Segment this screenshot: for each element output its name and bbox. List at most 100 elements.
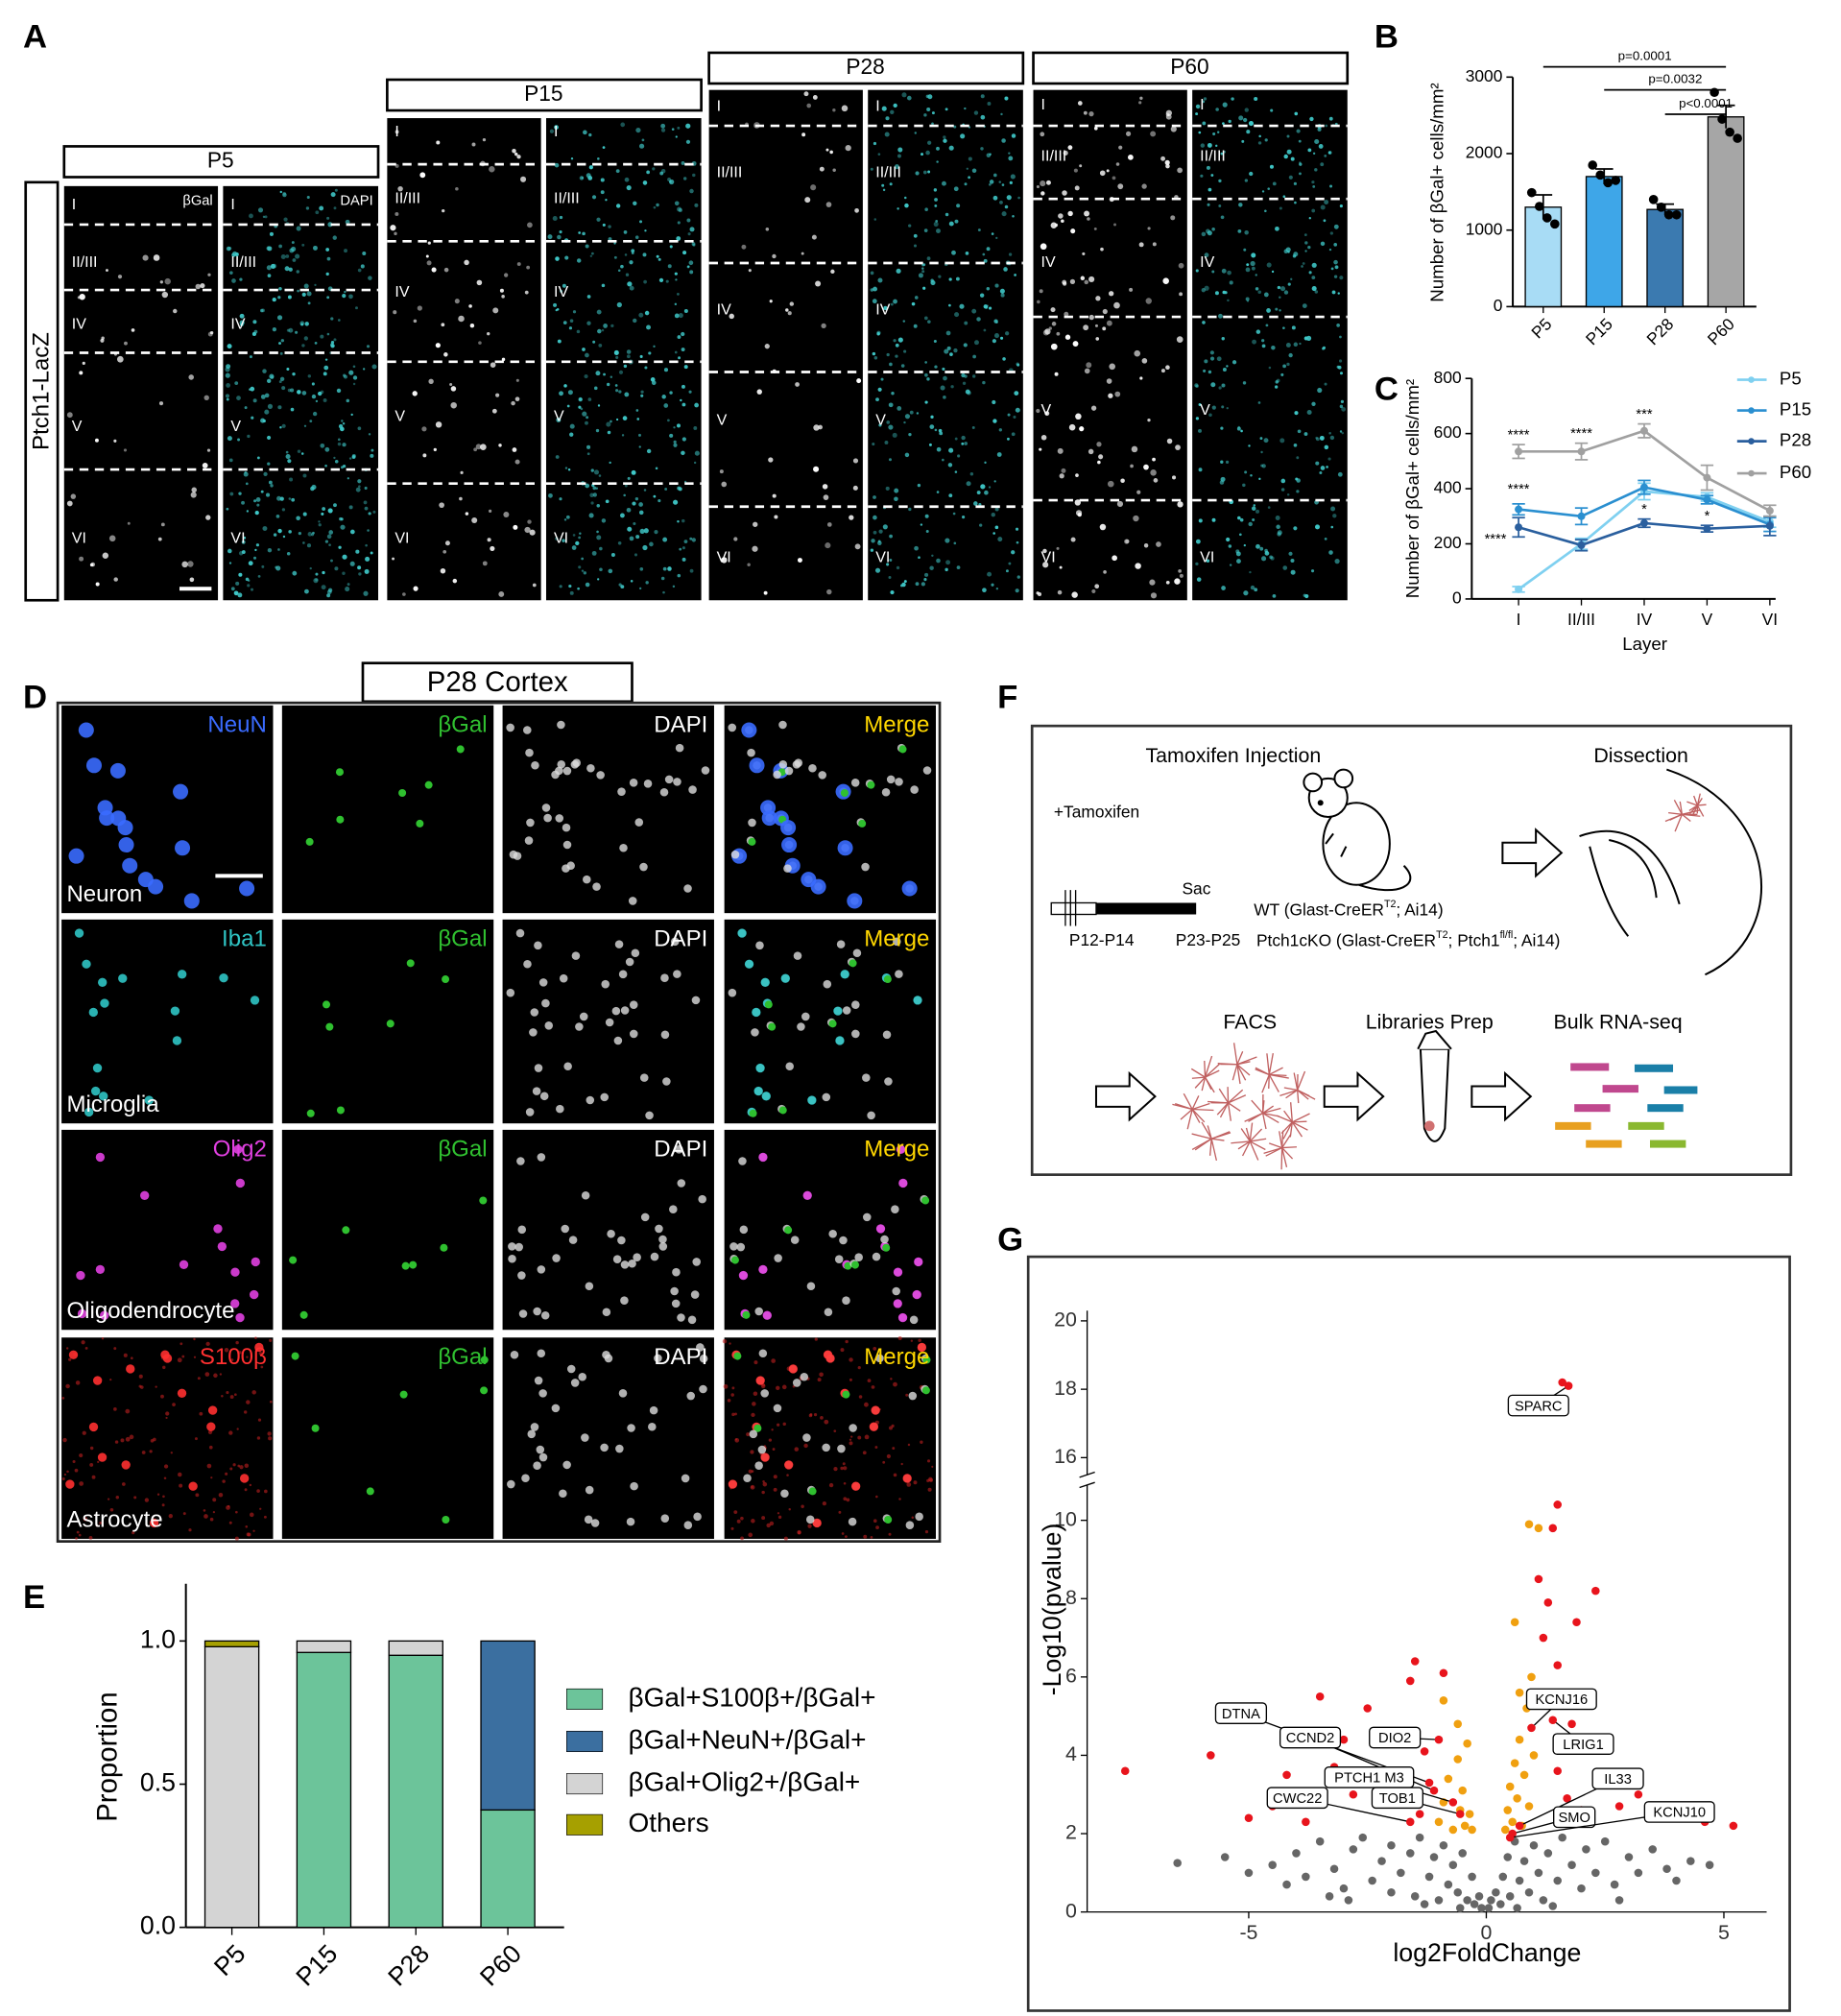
cell-process (1266, 1053, 1270, 1075)
cell-dot (1207, 370, 1212, 374)
cell-dot (560, 289, 563, 293)
cell-dot (980, 94, 985, 99)
cell-dot (602, 146, 606, 150)
speckle (109, 1507, 114, 1512)
cell-dot (1324, 155, 1327, 157)
cell-dot (1125, 539, 1130, 544)
cell-dot (433, 447, 437, 452)
data-point (1470, 1900, 1479, 1908)
cell-dot (566, 404, 570, 408)
cell-dot (1147, 227, 1151, 230)
cell-dot (964, 321, 968, 325)
cell-dot (342, 571, 346, 575)
cell-dot (116, 355, 124, 363)
cell-dot (623, 230, 628, 234)
data-point (1434, 1817, 1444, 1827)
cell-dot (1198, 428, 1202, 433)
nucleus (521, 1474, 530, 1482)
cell-dot (1086, 362, 1092, 369)
cell-dot (1152, 457, 1156, 462)
cell-dot (631, 252, 634, 255)
nucleus (628, 897, 637, 905)
speckle (218, 1492, 224, 1498)
cell-dot (1130, 464, 1134, 468)
mouse-icon (1303, 768, 1412, 892)
legend-swatch (566, 1688, 604, 1710)
speckle (889, 1426, 893, 1430)
cell-dot (984, 305, 989, 309)
nucleus (631, 948, 640, 958)
timeline-label: P12-P14 (1069, 930, 1135, 949)
cell-dot (427, 241, 431, 245)
cell-dot (673, 499, 679, 505)
significance: **** (1508, 482, 1530, 497)
cell-dot (979, 293, 985, 298)
layer-label: II/III (875, 164, 901, 181)
cell-dot (1248, 120, 1255, 127)
cell-process (1261, 1100, 1265, 1114)
marker-label: Iba1 (222, 926, 267, 952)
cell-dot (1195, 112, 1199, 116)
cell-process (1281, 1147, 1294, 1160)
speckle (824, 1419, 829, 1425)
cell-dot (559, 230, 562, 234)
cell-dot (1208, 413, 1212, 418)
cell-dot (924, 400, 928, 404)
cell-dot (877, 277, 883, 283)
cell-dot (945, 330, 951, 336)
cell-dot (343, 373, 347, 377)
data-point (1515, 585, 1523, 593)
legend-label: P15 (1780, 399, 1811, 420)
speckle (761, 1490, 765, 1495)
cell-dot (954, 437, 958, 441)
marker-cell (188, 1481, 198, 1491)
channel-label: Merge (864, 926, 929, 952)
x-tick-label: P5 (1527, 314, 1555, 342)
speckle (234, 1536, 239, 1541)
cell-process (1251, 1099, 1264, 1114)
cell-dot (575, 540, 580, 546)
cell-dot (994, 507, 999, 512)
cell-dot (276, 315, 283, 321)
nucleus (541, 804, 551, 812)
cell-dot (944, 212, 949, 217)
cell-dot (818, 424, 823, 430)
cell-dot (189, 577, 195, 583)
cell-dot (476, 279, 483, 286)
marker-cell (837, 840, 853, 856)
cell-dot (592, 492, 597, 497)
speckle (227, 1504, 230, 1508)
cell-dot (549, 129, 555, 133)
age-label: P28 (846, 54, 884, 79)
nucleus (690, 1290, 700, 1299)
marker-cell (233, 1144, 243, 1154)
micrograph (61, 1129, 274, 1331)
cell-dot (674, 201, 680, 206)
marker-cell (840, 970, 849, 979)
bgal-cell (480, 1386, 489, 1395)
speckle (898, 1498, 901, 1500)
bgal-cell (305, 837, 314, 846)
cell-dot (638, 433, 641, 437)
cell-dot (366, 345, 371, 348)
nucleus (619, 844, 628, 852)
x-tick-label: -5 (1239, 1921, 1257, 1944)
speckle (63, 1473, 67, 1476)
cell-dot (237, 438, 241, 442)
cell-dot (811, 234, 817, 240)
speckle (61, 1476, 65, 1481)
cell-dot (677, 520, 680, 523)
cell-dot (1113, 301, 1120, 309)
cell-dot (683, 540, 688, 543)
cell-dot (441, 323, 445, 327)
cell-dot (241, 500, 245, 505)
nucleus (643, 780, 653, 788)
cell-dot (1328, 116, 1333, 121)
data-point (1603, 178, 1614, 188)
speckle (849, 1378, 852, 1381)
cell-dot (691, 538, 697, 542)
cell-dot (600, 178, 605, 182)
data-point (1588, 160, 1598, 170)
cell-dot (355, 487, 361, 492)
